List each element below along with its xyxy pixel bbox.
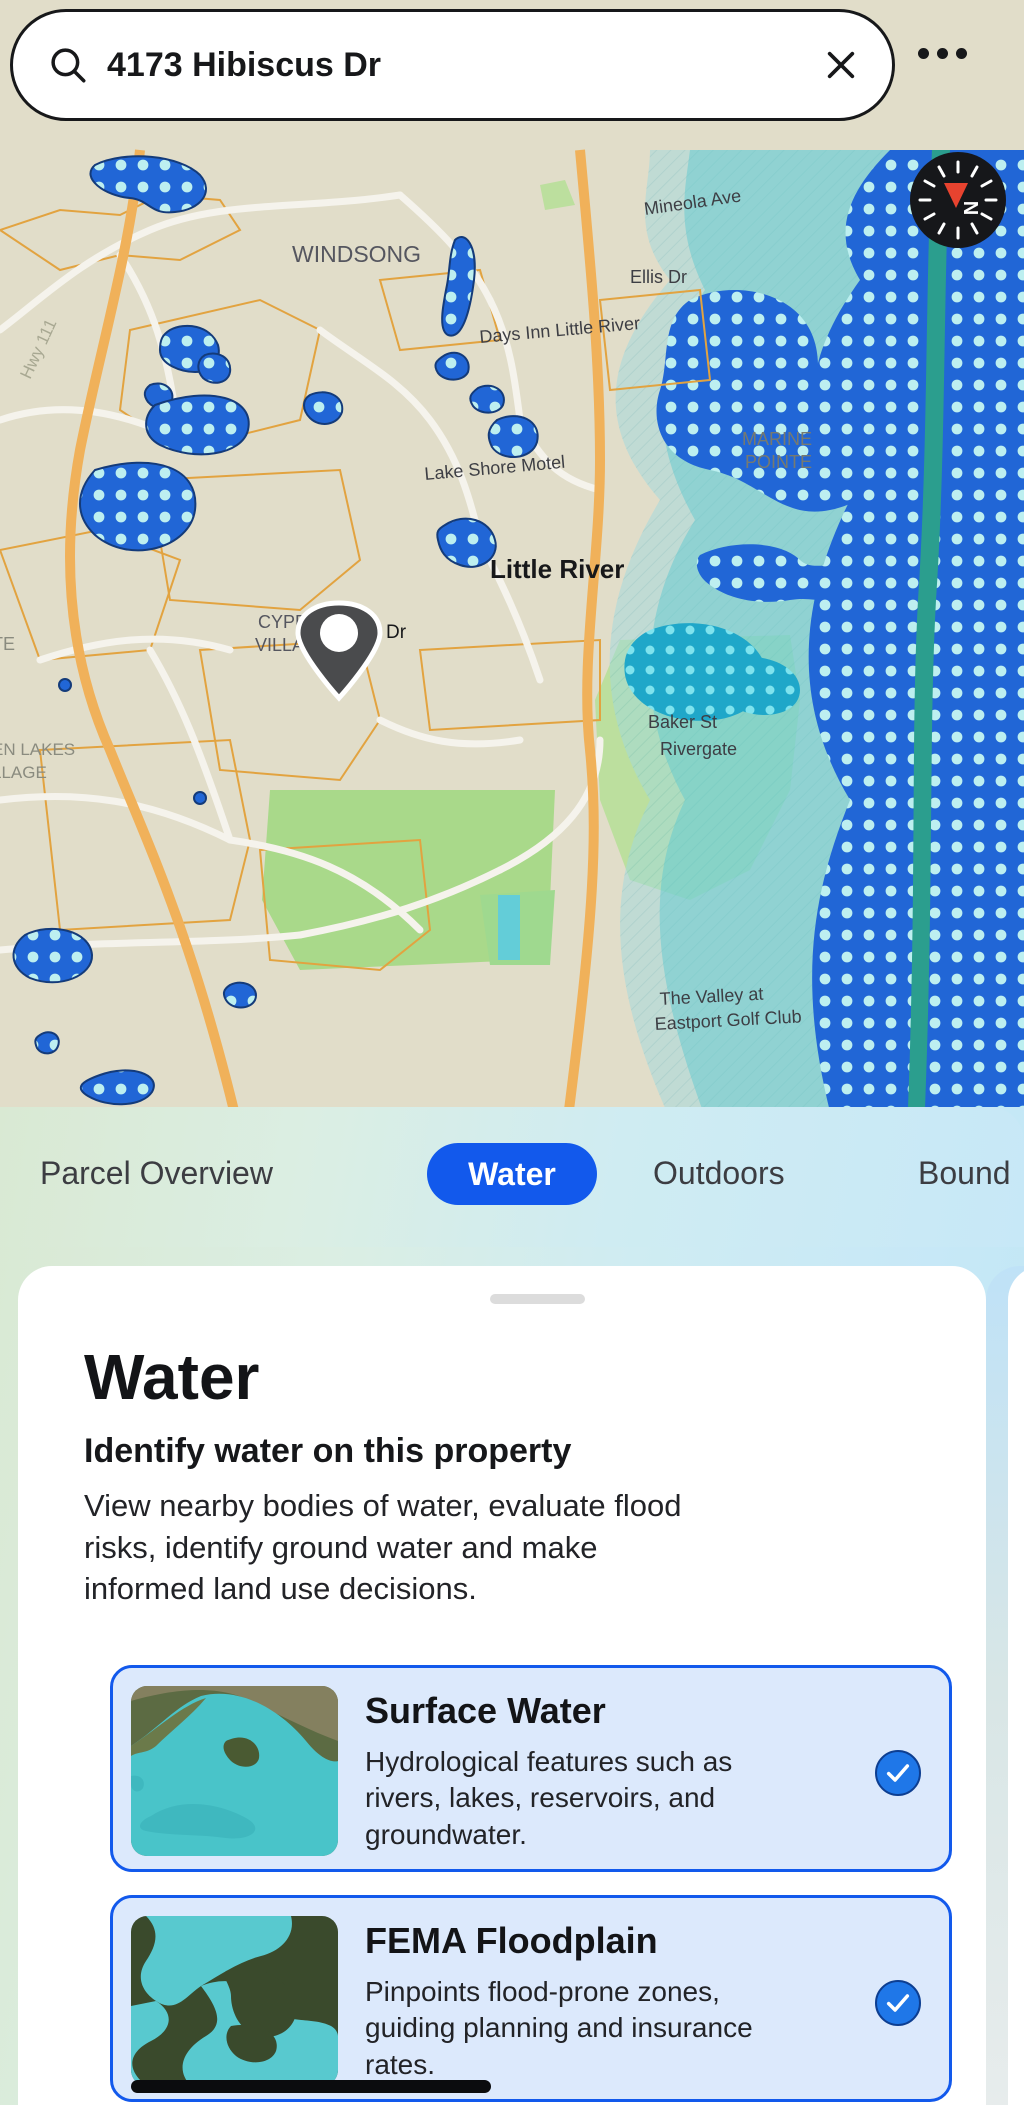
svg-text:EN LAKES: EN LAKES <box>0 740 75 759</box>
svg-text:N: N <box>959 201 981 215</box>
svg-text:MARINE: MARINE <box>742 429 812 449</box>
svg-text:LLAGE: LLAGE <box>0 763 47 782</box>
svg-text:TE: TE <box>0 634 15 654</box>
svg-text:Little River: Little River <box>490 554 624 584</box>
svg-text:Baker St: Baker St <box>648 712 717 732</box>
svg-text:POINTE: POINTE <box>745 452 812 472</box>
svg-text:Rivergate: Rivergate <box>660 739 737 759</box>
svg-text:WINDSONG: WINDSONG <box>292 241 421 267</box>
svg-text:Ellis Dr: Ellis Dr <box>630 267 687 287</box>
